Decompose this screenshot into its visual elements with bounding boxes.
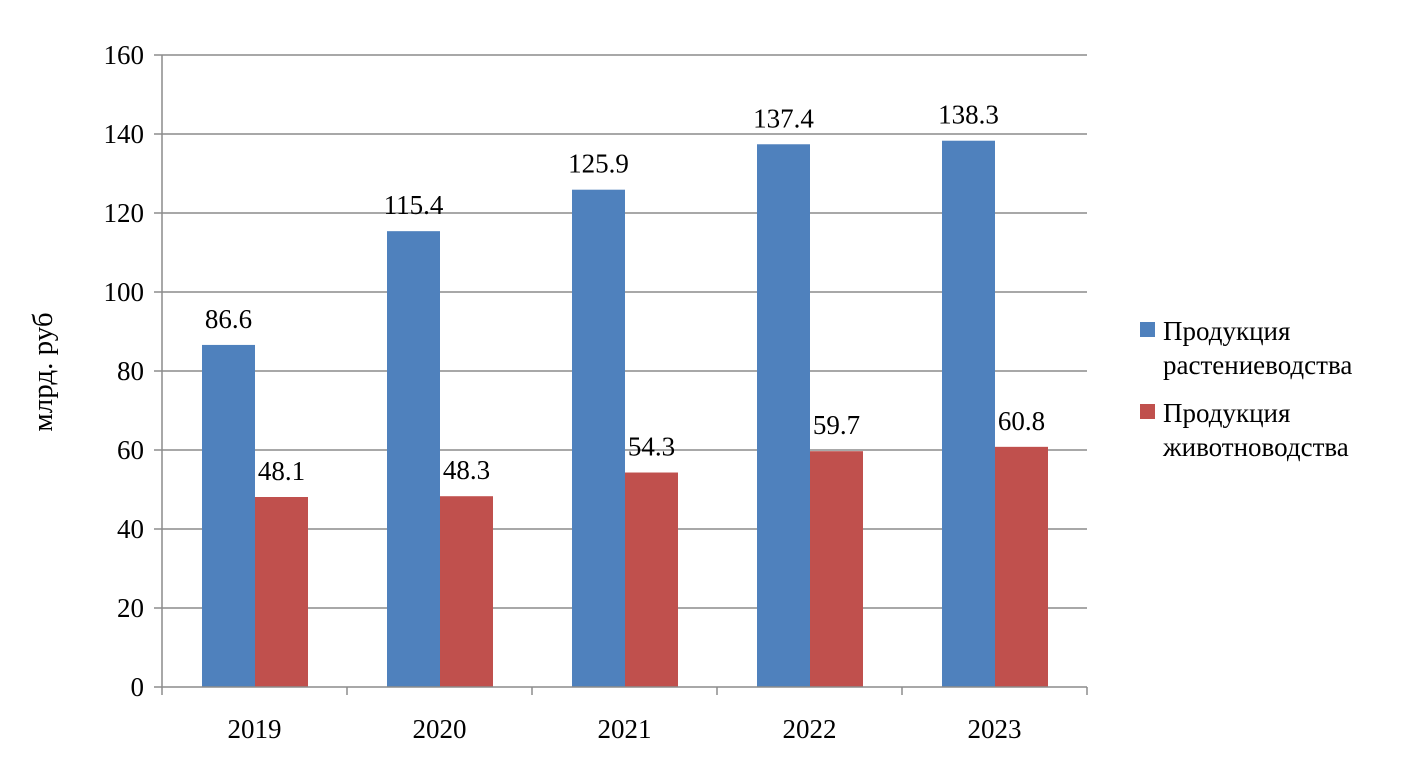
y-tick-label: 40 [117,514,144,544]
data-label: 86.6 [205,304,252,334]
legend-label: Продукция растениеводства [1163,316,1352,380]
data-label: 48.1 [258,456,305,486]
data-label: 115.4 [384,190,444,220]
y-tick-label: 20 [117,593,144,623]
y-axis-title: млрд. руб [27,312,59,431]
legend: Продукция растениеводства Продукция животно… [1140,316,1352,462]
x-tick-label: 2022 [783,714,837,744]
bars [202,140,1048,688]
bar-crop [757,144,810,687]
bar-livestock [255,497,308,687]
y-tick-label: 120 [104,198,145,228]
data-label: 125.9 [568,149,629,179]
data-label: 59.7 [813,410,860,440]
bar-crop [942,140,995,688]
data-label: 137.4 [753,103,814,133]
bar-crop [572,189,625,687]
y-tick-label: 60 [117,435,144,465]
x-tick-label: 2023 [968,714,1022,744]
data-label: 138.3 [938,100,999,130]
y-tick-label: 140 [104,119,145,149]
legend-swatch [1140,322,1155,337]
data-label: 48.3 [443,455,490,485]
x-tick-label: 2020 [413,714,467,744]
legend-label: Продукция животноводства [1162,398,1349,462]
data-label: 60.8 [998,406,1045,436]
axes: 0 20 40 60 80 100 120 140 160 2019 2020 2021 2022 202… [104,40,1088,744]
bar-livestock [995,446,1048,687]
y-tick-label: 160 [104,40,145,70]
legend-swatch [1140,404,1155,419]
data-labels: 86.6 115.4 125.9 137.4 138.3 48.1 48.3 54.3 59.7… [205,100,1045,486]
bar-crop [387,231,440,688]
bar-livestock [440,496,493,687]
bar-livestock [810,451,863,687]
y-tick-label: 0 [131,672,145,702]
y-tick-label: 80 [117,356,144,386]
data-label: 54.3 [628,432,675,462]
bar-livestock [625,472,678,687]
bar-crop [202,344,255,687]
x-tick-label: 2021 [598,714,652,744]
y-tick-label: 100 [104,277,145,307]
x-tick-label: 2019 [228,714,282,744]
